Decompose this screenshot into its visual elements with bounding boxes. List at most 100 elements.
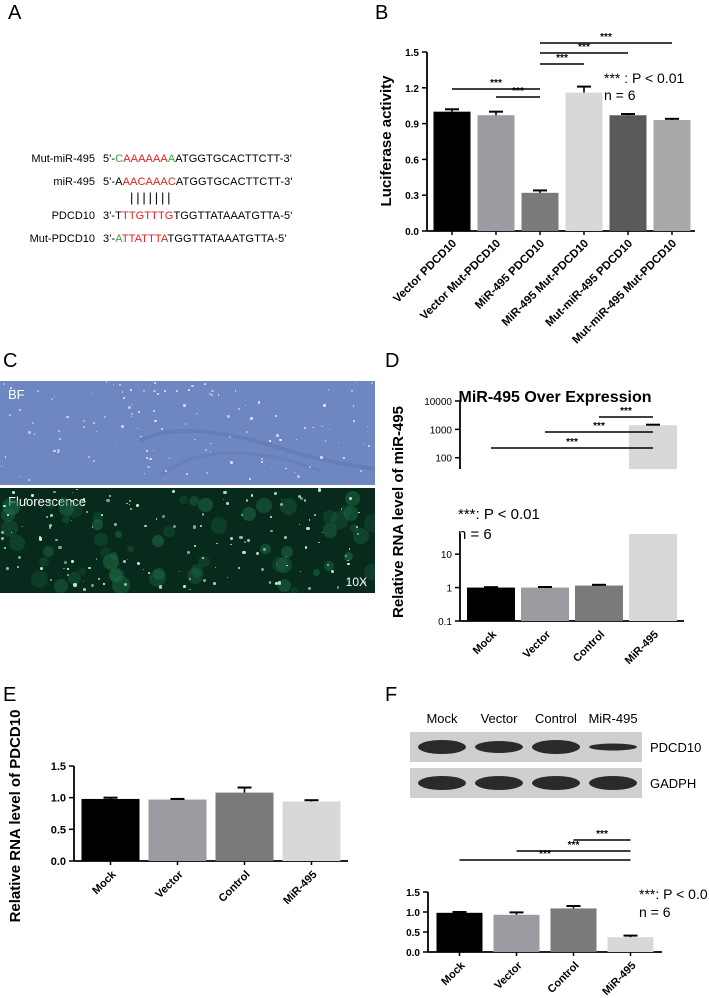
fl-cell-glow [92,519,104,530]
bf-cell-dot [137,428,139,430]
fl-cell-dot [40,566,44,570]
bf-cell-dot [95,431,97,433]
x-tick-label: Mock [439,959,468,988]
fl-cell-dot [201,513,204,516]
fl-cell-dot [298,523,301,526]
fl-cell-dot [64,560,68,564]
fl-cell-glow [149,570,167,588]
bf-cell-dot [128,406,131,409]
bf-cell-dot [176,390,178,392]
bf-cell-dot [113,383,115,386]
fl-cell-dot [136,561,141,565]
fl-cell-dot [171,490,176,494]
y-tick-label: 0.0 [405,227,419,238]
bf-cell-dot [130,389,132,391]
blot-band [418,740,466,754]
fl-cell-dot [242,550,246,555]
seq-mut-pdcd10: 3'-ATTATTTATGGTTATAAATGTTA-5' [103,233,287,245]
y-tick-label: 0.9 [405,120,419,131]
bf-cell-dot [28,479,30,482]
x-tick-label: MiR-495 [600,960,638,998]
fl-cell-dot [321,532,324,534]
fl-cell-dot [313,513,317,517]
fl-cell-dot [203,578,207,582]
bf-cell-dot [168,457,170,459]
bar [521,192,559,231]
fl-cell-dot [91,525,94,528]
y-tick-label: 1.0 [51,793,66,805]
bar [436,912,483,952]
fl-cell-dot [286,555,288,557]
fl-cell-glow [363,514,375,533]
fl-cell-glow [323,509,338,524]
fl-cell-dot [55,538,58,542]
bf-cell-dot [137,411,141,414]
bf-cell-dot [194,438,196,440]
bf-cell-dot [184,423,186,425]
bf-cell-dot [285,467,287,470]
bf-cell-dot [149,457,152,460]
fl-cell-dot [48,499,52,503]
fl-cell-dot [53,490,56,494]
fl-cell-dot [73,583,77,587]
x-tick-label: Control [571,629,607,665]
fl-cell-dot [300,497,304,501]
bf-cell-dot [50,397,54,401]
fl-cell-glow [344,491,360,507]
fl-cell-glow [256,497,272,514]
bf-cell-dot [208,392,211,395]
seq-segment: A [115,233,122,245]
bf-cell-dot [8,413,12,416]
significance-label: *** [593,421,605,432]
bf-cell-dot [355,381,358,384]
bf-cell-dot [205,471,208,474]
fl-cell-dot [303,499,307,503]
bar [609,115,647,231]
fl-cell-glow [242,507,256,522]
fl-cell-glow [153,568,166,581]
bf-cell-dot [296,438,298,441]
bf-cell-dot [204,382,207,385]
fl-cell-dot [88,566,91,570]
significance-label: *** [566,437,578,448]
fl-cell-dot [123,582,128,587]
fl-cell-dot [263,548,266,551]
fl-cell-dot [318,541,320,544]
bf-cell-dot [204,448,207,451]
fl-cell-glow [198,497,213,513]
fl-cell-dot [6,514,9,517]
bar [467,587,515,621]
bf-cell-dot [105,381,108,383]
fl-cell-dot [192,525,197,529]
y-tick-label: 0.5 [51,824,66,836]
fl-cell-dot [71,499,73,502]
fl-cell-dot [364,581,367,584]
y-tick-label: 10000 [424,397,452,408]
chart-e-pdcd10-rna: 0.0 0.5 1.0 1.5 Mock Vector Control MiR-495 Rela… [7,710,348,922]
bf-cell-dot [343,457,345,459]
x-tick-label: Mock [471,628,500,657]
bf-cell-dot [154,419,157,423]
bf-cell-dot [249,478,252,480]
x-tick-label: MiR-495 Mut-PDCD10 [500,238,591,329]
micrograph-panel: BF Fluorescence 10X [0,381,375,593]
chart-f-pdcd10-protein: 0.0 0.5 1.0 1.5 Mock Vector Control MiR-495 *** *… [406,829,709,998]
fl-cell-glow [178,494,188,504]
fl-cell-dot [280,498,283,501]
bf-cell-dot [217,394,220,396]
fl-cell-dot [30,493,34,497]
blot-band [475,741,523,753]
fl-cell-glow [94,532,108,546]
bf-cell-dot [160,427,163,430]
bf-cell-dot [244,404,246,406]
fl-cell-dot [348,548,351,550]
bf-cell-dot [327,389,329,391]
fl-cell-dot [347,563,350,566]
sample-size-note: n = 6 [639,904,671,920]
fl-cell-dot [336,586,339,589]
bf-cell-dot [234,390,237,392]
bf-cell-dot [261,460,264,463]
blot-lane-label: Vector [481,711,519,726]
fl-cell-glow [45,499,56,510]
fl-cell-dot [126,559,128,561]
